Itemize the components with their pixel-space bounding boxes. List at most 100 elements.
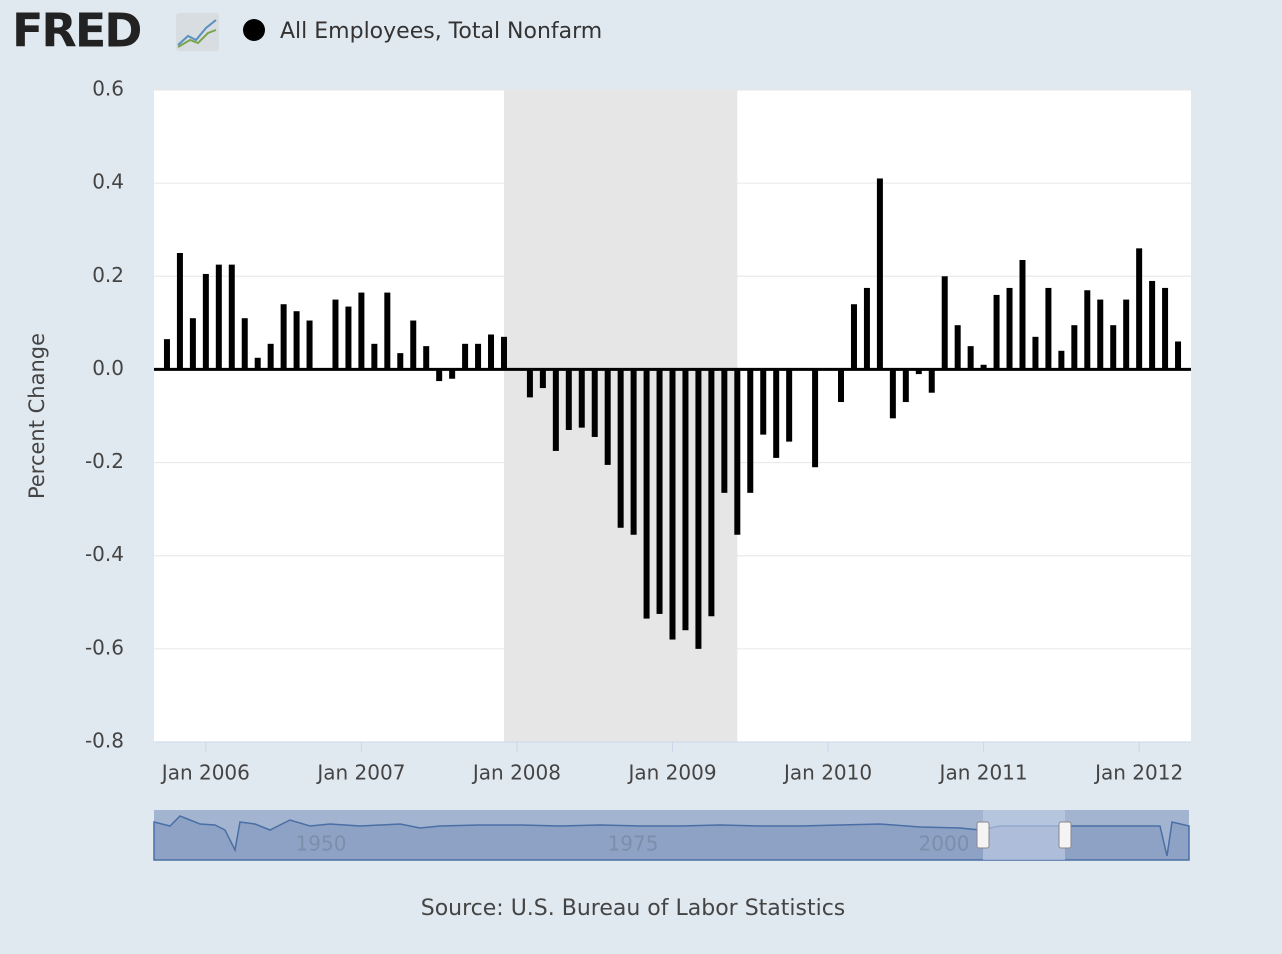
bar [941, 276, 948, 370]
bar [876, 178, 883, 370]
bar [500, 336, 507, 370]
x-tick-label: Jan 2008 [471, 761, 561, 785]
bar [293, 311, 300, 370]
bar [786, 369, 793, 442]
bar [967, 346, 974, 370]
bar [1071, 325, 1078, 370]
bar [617, 369, 624, 528]
bar [669, 369, 676, 640]
bar [371, 343, 378, 370]
y-tick-label: -0.2 [85, 449, 124, 473]
bar [850, 304, 857, 370]
y-tick-label: -0.8 [85, 729, 124, 753]
bar [202, 273, 209, 370]
legend-marker [243, 19, 265, 41]
bar [397, 353, 404, 370]
navigator-label: 2000 [919, 832, 970, 856]
bar [345, 306, 352, 370]
y-tick-label: 0.6 [92, 77, 124, 101]
bar [1019, 259, 1026, 370]
bar [578, 369, 585, 428]
bar [1006, 287, 1013, 370]
bar [604, 369, 611, 465]
x-tick-label: Jan 2012 [1093, 761, 1183, 785]
bar [838, 369, 845, 403]
y-axis-title: Percent Change [25, 333, 49, 499]
source-note: Source: U.S. Bureau of Labor Statistics [421, 896, 846, 921]
bar [656, 369, 663, 614]
bar [552, 369, 559, 451]
bar [695, 369, 702, 649]
y-tick-label: -0.6 [85, 635, 124, 659]
bar [462, 343, 469, 370]
bar [280, 304, 287, 370]
x-tick-label: Jan 2010 [782, 761, 872, 785]
bar [760, 369, 767, 435]
bar [889, 369, 896, 419]
bar [902, 369, 909, 403]
x-tick-label: Jan 2009 [626, 761, 716, 785]
bar [1032, 336, 1039, 370]
bar [993, 294, 1000, 370]
bar [630, 369, 637, 535]
bar [332, 299, 339, 370]
bar [228, 264, 235, 370]
bar [189, 318, 196, 370]
bar [591, 369, 598, 437]
bar [254, 357, 261, 370]
bar [539, 369, 546, 389]
bar [176, 253, 183, 370]
bar [241, 318, 248, 370]
x-tick-label: Jan 2007 [315, 761, 405, 785]
y-tick-label: -0.4 [85, 542, 124, 566]
bar [488, 334, 495, 370]
bar [436, 369, 443, 382]
bar [306, 320, 313, 370]
bar [682, 369, 689, 631]
bar [1097, 299, 1104, 370]
bar [565, 369, 572, 430]
y-tick-label: 0.2 [92, 263, 124, 287]
bar [812, 369, 819, 468]
bar [721, 369, 728, 493]
bar [1136, 248, 1143, 370]
x-tick-label: Jan 2011 [938, 761, 1028, 785]
bar [215, 264, 222, 370]
bar [773, 369, 780, 458]
bar [734, 369, 741, 535]
bar [1149, 280, 1156, 370]
bar [954, 325, 961, 370]
bar [267, 343, 274, 370]
bar [1162, 287, 1169, 370]
navigator-label: 1950 [296, 832, 347, 856]
bar [1123, 299, 1130, 370]
navigator [153, 810, 1190, 861]
bar [708, 369, 715, 617]
bar [423, 346, 430, 370]
y-tick-label: 0.0 [92, 356, 124, 380]
bar [980, 364, 987, 370]
bar [475, 343, 482, 370]
logo-icon [176, 13, 219, 51]
logo: FRED [12, 4, 140, 58]
bar [747, 369, 754, 493]
bar [1084, 290, 1091, 370]
bar [863, 287, 870, 370]
bar [1110, 325, 1117, 370]
y-tick-label: 0.4 [92, 170, 124, 194]
bar [163, 339, 170, 370]
x-tick-label: Jan 2006 [160, 761, 250, 785]
bar [643, 369, 650, 619]
bar [1175, 341, 1182, 370]
bar [915, 369, 922, 375]
bar [1045, 287, 1052, 370]
bar [1058, 350, 1065, 370]
legend-label: All Employees, Total Nonfarm [280, 19, 602, 44]
navigator-label: 1975 [608, 832, 659, 856]
bar [928, 369, 935, 393]
bar [526, 369, 533, 398]
bar [449, 369, 456, 379]
bar [410, 320, 417, 370]
